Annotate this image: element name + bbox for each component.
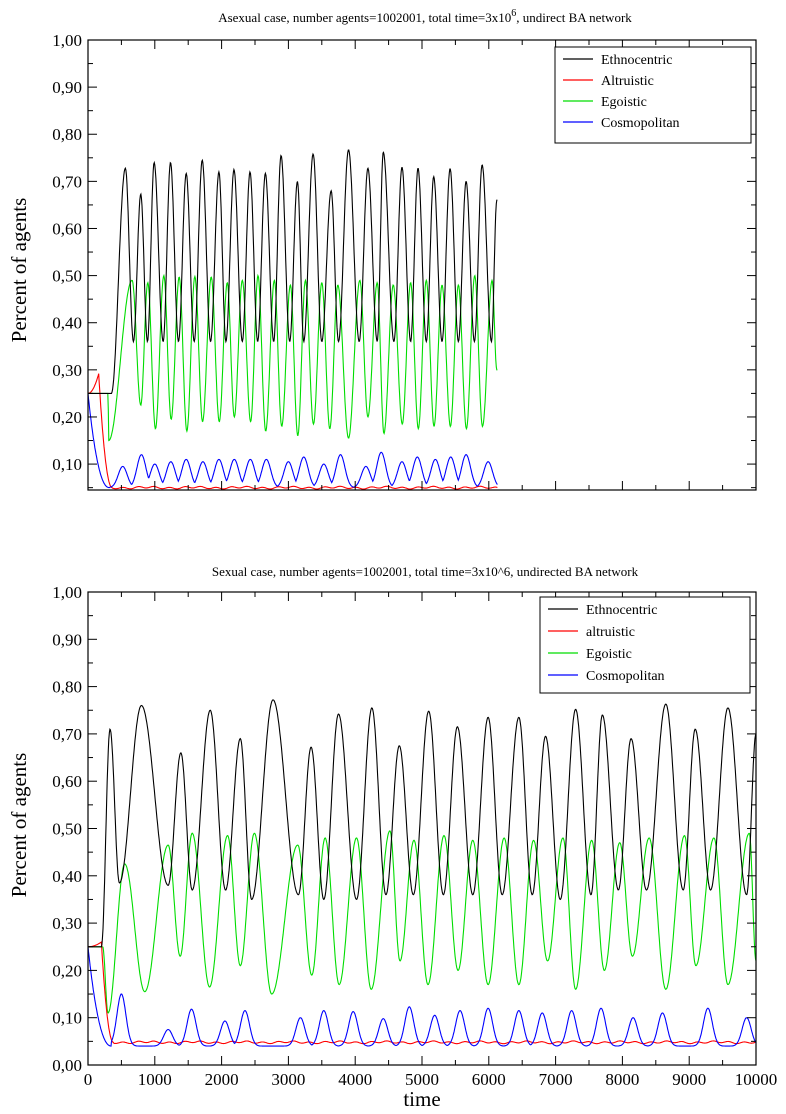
legend-label: Cosmopolitan xyxy=(601,116,680,131)
x-tick-label: 6000 xyxy=(472,1070,506,1089)
series-layer xyxy=(88,699,756,1047)
y-tick-label: 0,60 xyxy=(52,219,82,238)
legend-box xyxy=(539,596,751,694)
series-line-cosmopolitan xyxy=(88,946,756,1047)
series-line-altruistic xyxy=(88,941,756,1045)
chart-title: Asexual case, number agents=1002001, tot… xyxy=(218,8,632,25)
y-axis-label: Percent of agents xyxy=(7,198,31,343)
y-axis-label: Percent of agents xyxy=(7,753,31,898)
series-line-egoistic xyxy=(88,273,498,442)
x-tick-label: 9000 xyxy=(672,1070,706,1089)
y-tick-label: 0,80 xyxy=(52,125,82,144)
x-tick-label: 1000 xyxy=(138,1070,172,1089)
legend-box xyxy=(554,46,752,144)
series-line-cosmopolitan xyxy=(88,393,498,489)
legend: Ethnocentric altruistic Egoistic Cosmopolit… xyxy=(539,596,751,694)
x-tick-label: 5000 xyxy=(405,1070,439,1089)
chart-title: Sexual case, number agents=1002001, tota… xyxy=(212,564,639,579)
y-tick-label: 0,90 xyxy=(52,630,82,649)
legend-label: altruistic xyxy=(586,625,635,640)
chart-sexual: Sexual case, number agents=1002001, tota… xyxy=(7,564,777,1111)
y-tick-label: 1,00 xyxy=(52,31,82,50)
legend: Ethnocentric Altruistic Egoistic Cosmopolit… xyxy=(554,46,752,144)
legend-label: Cosmopolitan xyxy=(586,669,665,684)
series-line-altruistic xyxy=(88,373,498,490)
legend-label: Ethnocentric xyxy=(586,603,658,618)
series-line-ethnocentric xyxy=(88,149,498,394)
y-tick-label: 1,00 xyxy=(52,583,82,602)
x-axis-label: time xyxy=(403,1087,440,1111)
y-tick-label: 0,60 xyxy=(52,772,82,791)
y-tick-label: 0,50 xyxy=(52,267,82,286)
chart-asexual: Asexual case, number agents=1002001, tot… xyxy=(7,8,757,491)
legend-label: Altruistic xyxy=(601,74,654,89)
y-tick-label: 0,30 xyxy=(52,361,82,380)
y-tick-label: 0,20 xyxy=(52,961,82,980)
y-tick-label: 0,30 xyxy=(52,914,82,933)
y-tick-label: 0,50 xyxy=(52,820,82,839)
y-tick-label: 0,10 xyxy=(52,1009,82,1028)
y-tick-label: 0,70 xyxy=(52,172,82,191)
series-layer xyxy=(88,149,498,490)
series-line-egoistic xyxy=(88,830,756,1014)
x-tick-label: 4000 xyxy=(338,1070,372,1089)
y-tick-label: 0,40 xyxy=(52,314,82,333)
x-tick-label: 3000 xyxy=(271,1070,305,1089)
tick-layer: 0,10 0,20 0,30 0,40 0,50 0,60 0,70 0,80 0,90 1,00 xyxy=(52,31,757,490)
tick-layer: 0,00 0,10 0,20 0,30 0,40 0,50 0,60 0,70 0,80 0,90… xyxy=(52,583,777,1089)
x-tick-label: 10000 xyxy=(735,1070,778,1089)
y-tick-label: 0,80 xyxy=(52,678,82,697)
x-tick-label: 0 xyxy=(84,1070,93,1089)
x-tick-label: 7000 xyxy=(539,1070,573,1089)
x-tick-label: 8000 xyxy=(605,1070,639,1089)
legend-label: Ethnocentric xyxy=(601,53,673,68)
y-tick-label: 0,00 xyxy=(52,1056,82,1075)
y-tick-label: 0,20 xyxy=(52,408,82,427)
y-tick-label: 0,70 xyxy=(52,725,82,744)
legend-label: Egoistic xyxy=(601,95,647,110)
y-tick-label: 0,40 xyxy=(52,867,82,886)
legend-label: Egoistic xyxy=(586,647,632,662)
series-line-ethnocentric xyxy=(88,699,756,948)
y-tick-label: 0,10 xyxy=(52,455,82,474)
y-tick-label: 0,90 xyxy=(52,78,82,97)
x-tick-label: 2000 xyxy=(205,1070,239,1089)
